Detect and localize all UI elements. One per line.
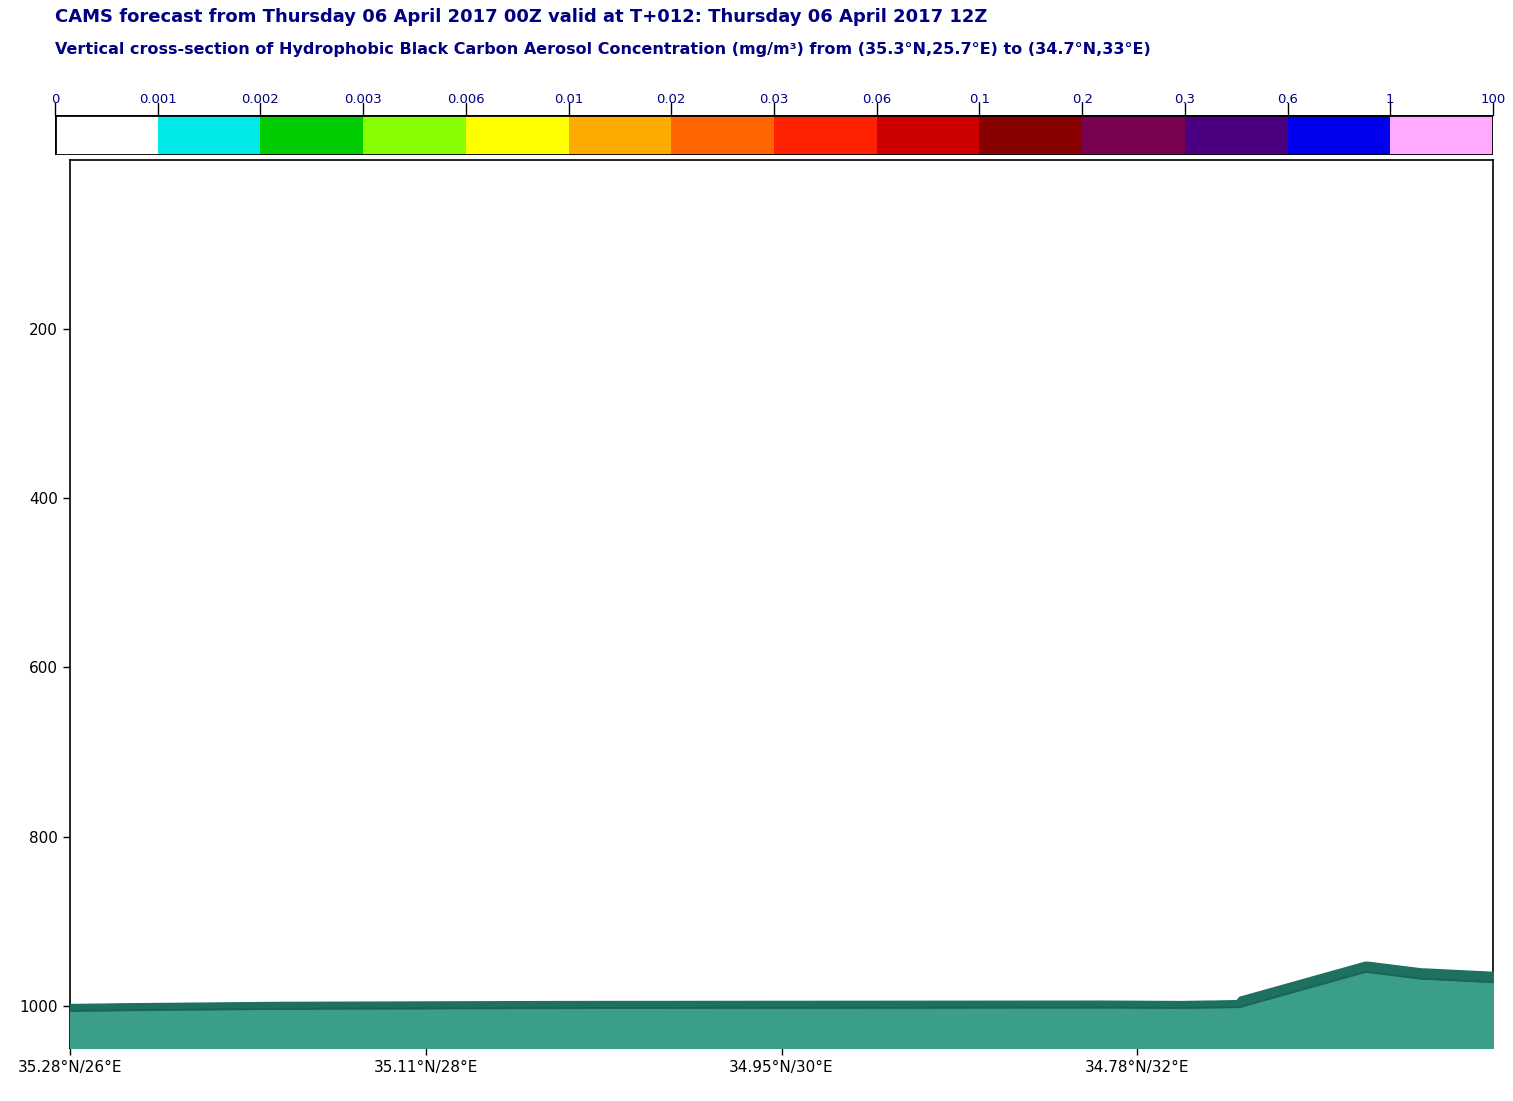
Text: 0.003: 0.003 bbox=[345, 94, 381, 106]
Text: 0.02: 0.02 bbox=[657, 94, 685, 106]
Bar bbox=[979, 115, 1082, 155]
Bar bbox=[672, 115, 775, 155]
Text: Vertical cross-section of Hydrophobic Black Carbon Aerosol Concentration (mg/m³): Vertical cross-section of Hydrophobic Bl… bbox=[54, 42, 1151, 57]
Bar bbox=[363, 115, 466, 155]
Text: 0.006: 0.006 bbox=[446, 94, 484, 106]
Bar bbox=[466, 115, 569, 155]
Bar bbox=[1390, 115, 1493, 155]
Text: 0.001: 0.001 bbox=[139, 94, 177, 106]
Text: 0.002: 0.002 bbox=[242, 94, 280, 106]
Text: 0.03: 0.03 bbox=[760, 94, 788, 106]
Text: 0: 0 bbox=[51, 94, 59, 106]
Bar bbox=[1288, 115, 1390, 155]
Text: CAMS forecast from Thursday 06 April 2017 00Z valid at T+012: Thursday 06 April : CAMS forecast from Thursday 06 April 201… bbox=[54, 8, 988, 26]
Bar bbox=[569, 115, 672, 155]
Text: 1: 1 bbox=[1386, 94, 1395, 106]
Bar bbox=[157, 115, 260, 155]
Bar bbox=[1082, 115, 1185, 155]
Text: 0.1: 0.1 bbox=[968, 94, 990, 106]
Text: 0.6: 0.6 bbox=[1277, 94, 1298, 106]
Text: 0.2: 0.2 bbox=[1071, 94, 1092, 106]
Bar bbox=[775, 115, 876, 155]
Text: 0.01: 0.01 bbox=[554, 94, 583, 106]
Text: 100: 100 bbox=[1480, 94, 1505, 106]
Bar bbox=[876, 115, 979, 155]
Text: 0.06: 0.06 bbox=[862, 94, 891, 106]
Bar bbox=[260, 115, 363, 155]
Bar bbox=[1185, 115, 1288, 155]
Text: 0.3: 0.3 bbox=[1174, 94, 1195, 106]
Bar bbox=[54, 115, 157, 155]
